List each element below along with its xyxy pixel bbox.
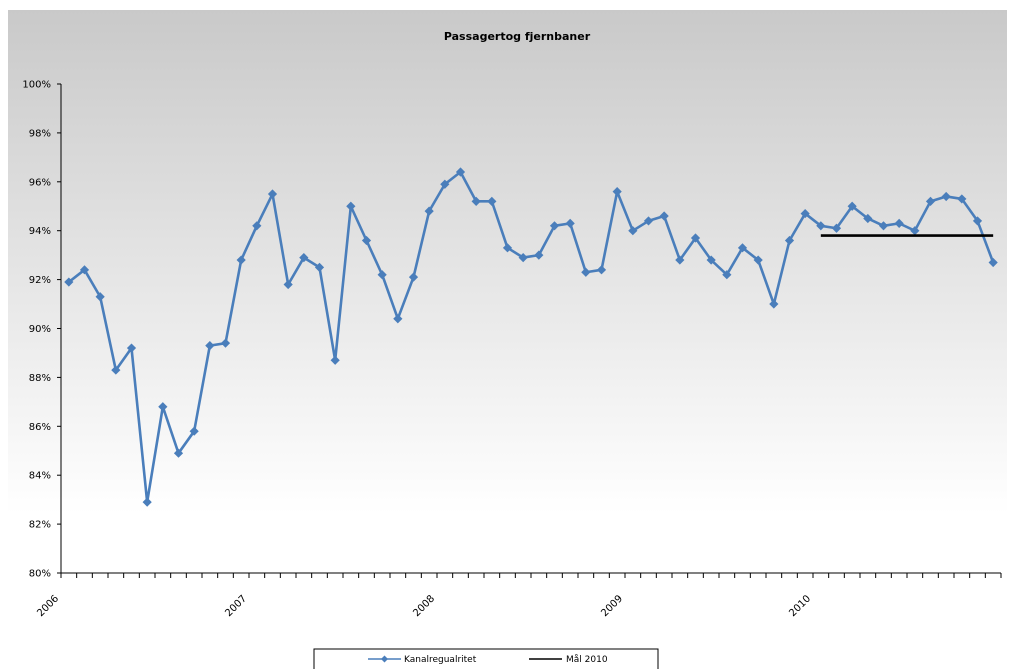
y-tick-label: 82%	[29, 520, 51, 531]
data-point	[393, 314, 403, 324]
data-point	[753, 255, 763, 265]
data-point	[643, 216, 654, 226]
data-point	[440, 179, 450, 189]
data-point	[596, 265, 607, 275]
data-point	[957, 194, 967, 204]
data-point	[189, 426, 199, 436]
data-point	[722, 270, 732, 280]
data-point	[299, 252, 309, 263]
chart-area	[8, 10, 1007, 656]
data-point	[706, 255, 716, 265]
legend-label-maal: Mål 2010	[566, 654, 608, 665]
data-point	[314, 262, 325, 272]
y-tick-label: 94%	[29, 226, 51, 237]
data-point	[581, 267, 591, 277]
data-point	[283, 279, 293, 290]
data-point	[878, 221, 889, 231]
y-tick-label: 90%	[29, 324, 51, 335]
data-point	[690, 233, 701, 243]
y-tick-label: 84%	[29, 471, 51, 482]
data-point	[549, 221, 560, 231]
chart-title: Passagertog fjernbaner	[444, 30, 591, 43]
legend-box	[313, 648, 659, 669]
data-point	[675, 255, 685, 265]
data-point	[361, 235, 372, 246]
y-tick-label: 98%	[29, 128, 51, 139]
data-point	[126, 343, 137, 353]
data-point	[941, 191, 951, 202]
data-point	[894, 218, 904, 228]
data-point	[377, 270, 387, 280]
data-point	[800, 208, 810, 219]
data-point	[142, 497, 152, 507]
legend: Kanalregualritet Mål 2010	[313, 648, 659, 669]
data-point	[659, 211, 669, 221]
data-point	[816, 221, 826, 231]
data-point	[205, 341, 215, 351]
data-point	[346, 201, 356, 211]
data-point	[769, 299, 779, 309]
y-tick-label: 86%	[29, 422, 51, 433]
y-tick-label: 80%	[29, 569, 51, 580]
data-point	[831, 223, 842, 233]
data-point	[487, 196, 497, 206]
y-tick-label: 88%	[29, 373, 51, 384]
data-point	[534, 250, 544, 260]
data-point	[737, 243, 748, 253]
legend-marker-kanal	[381, 655, 388, 663]
data-point	[628, 226, 638, 236]
data-point	[988, 257, 998, 268]
y-tick-label: 100%	[22, 80, 51, 91]
data-point	[330, 355, 340, 365]
data-point	[518, 252, 528, 263]
data-point	[565, 218, 575, 228]
data-point	[910, 226, 920, 236]
data-point	[471, 196, 481, 206]
data-point	[863, 213, 873, 224]
data-point	[455, 167, 466, 177]
data-point	[267, 189, 278, 199]
data-point	[972, 216, 983, 226]
y-axis: 80% 82% 84% 86% 88% 90% 92% 94% 96% 98% 100%	[22, 80, 62, 580]
data-point	[79, 265, 90, 275]
data-point	[925, 196, 936, 206]
data-point	[220, 338, 231, 348]
data-point	[408, 272, 419, 282]
legend-label-kanal: Kanalregualritet	[404, 655, 477, 665]
y-tick-label: 96%	[29, 177, 51, 188]
series-layer	[64, 167, 998, 507]
data-point	[612, 186, 622, 197]
data-point	[424, 206, 434, 216]
data-point	[502, 243, 513, 253]
data-point	[64, 277, 74, 287]
data-point	[784, 235, 795, 246]
data-point	[111, 365, 121, 375]
data-point	[236, 255, 246, 265]
data-point	[847, 201, 857, 211]
y-tick-label: 92%	[29, 275, 51, 286]
data-point	[158, 402, 168, 412]
data-point	[173, 448, 184, 458]
data-point	[95, 292, 105, 302]
data-point	[252, 221, 262, 231]
